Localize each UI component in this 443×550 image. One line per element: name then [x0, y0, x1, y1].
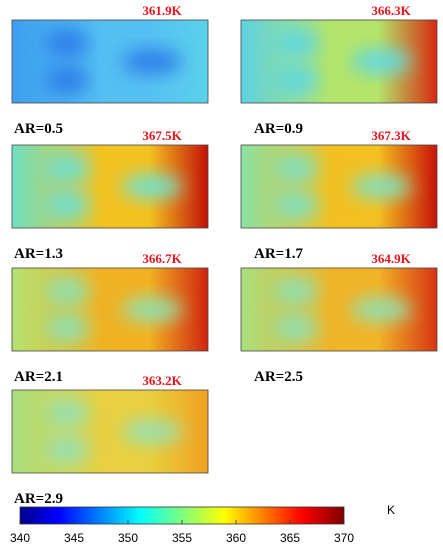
field-panel: [241, 20, 437, 103]
max-temperature: 361.9K: [142, 3, 182, 18]
cool-region: [274, 29, 318, 58]
max-temperature: 367.3K: [371, 128, 411, 143]
cool-region: [45, 313, 89, 342]
cool-region: [45, 435, 89, 464]
colorbar-tick-label: 350: [118, 531, 138, 545]
field-panel: [12, 390, 208, 473]
cool-region: [122, 419, 182, 444]
colorbar-tick-label: 365: [280, 531, 300, 545]
field-panel: [12, 20, 208, 103]
panel-border: [240, 144, 438, 229]
aspect-ratio-label: AR=1.3: [14, 246, 63, 262]
colorbar-unit: K: [387, 503, 395, 517]
max-temperature: 367.5K: [142, 128, 182, 143]
panel-border: [11, 267, 209, 352]
aspect-ratio-label: AR=1.7: [254, 246, 303, 262]
field-panel: [12, 268, 208, 351]
colorbar-tick-label: 370: [334, 531, 354, 545]
cool-region: [274, 190, 318, 219]
field-panel: [12, 145, 208, 228]
colorbar-tick-label: 360: [226, 531, 246, 545]
max-temperature: 366.7K: [142, 251, 182, 266]
field-panel: [241, 268, 437, 351]
max-temperature: 363.2K: [142, 373, 182, 388]
aspect-ratio-label: AR=2.1: [14, 369, 63, 385]
cool-region: [45, 277, 89, 306]
aspect-ratio-label: AR=2.9: [14, 491, 63, 507]
colorbar-tick-label: 345: [64, 531, 84, 545]
cool-region: [45, 399, 89, 428]
cool-region: [122, 297, 182, 322]
cool-region: [122, 49, 182, 74]
cool-region: [45, 65, 89, 94]
colorbar-tick-label: 340: [10, 531, 30, 545]
cool-region: [351, 174, 411, 199]
field-panel: [241, 145, 437, 228]
panel-border: [11, 19, 209, 104]
cool-region: [274, 313, 318, 342]
cool-region: [122, 174, 182, 199]
cool-region: [45, 29, 89, 58]
cool-region: [274, 65, 318, 94]
cool-region: [45, 190, 89, 219]
max-temperature: 364.9K: [371, 251, 411, 266]
panel-border: [240, 19, 438, 104]
max-temperature: 366.3K: [371, 3, 411, 18]
cool-region: [351, 49, 411, 74]
cool-region: [274, 154, 318, 183]
aspect-ratio-label: AR=0.9: [254, 121, 303, 137]
cool-region: [351, 297, 411, 322]
aspect-ratio-label: AR=0.5: [14, 121, 63, 137]
panel-border: [11, 144, 209, 229]
cool-region: [274, 277, 318, 306]
panel-border: [240, 267, 438, 352]
colorbar-tick-label: 355: [172, 531, 192, 545]
aspect-ratio-label: AR=2.5: [254, 369, 303, 385]
cool-region: [45, 154, 89, 183]
panel-border: [11, 389, 209, 474]
